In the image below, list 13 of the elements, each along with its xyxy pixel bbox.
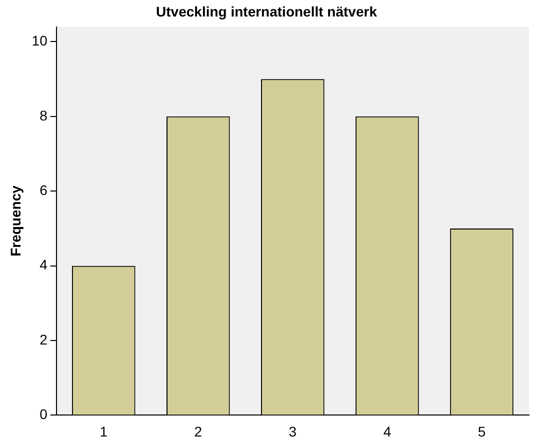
y-tick-label: 4	[40, 256, 48, 273]
y-tick-label: 0	[40, 406, 48, 422]
y-tick-label: 2	[40, 331, 48, 348]
y-tick-label: 6	[40, 182, 48, 198]
x-tick-label: 1	[100, 423, 108, 440]
y-axis-title: Frequency	[7, 185, 24, 256]
y-tick-label: 8	[40, 107, 48, 124]
y-tick-label: 10	[32, 32, 48, 49]
x-tick-label: 3	[288, 423, 297, 440]
x-tick-label: 2	[194, 423, 202, 440]
chart-title: Utveckling internationellt nätverk	[156, 3, 378, 20]
x-tick-label: 4	[383, 423, 392, 440]
x-tick-label: 5	[478, 423, 486, 440]
